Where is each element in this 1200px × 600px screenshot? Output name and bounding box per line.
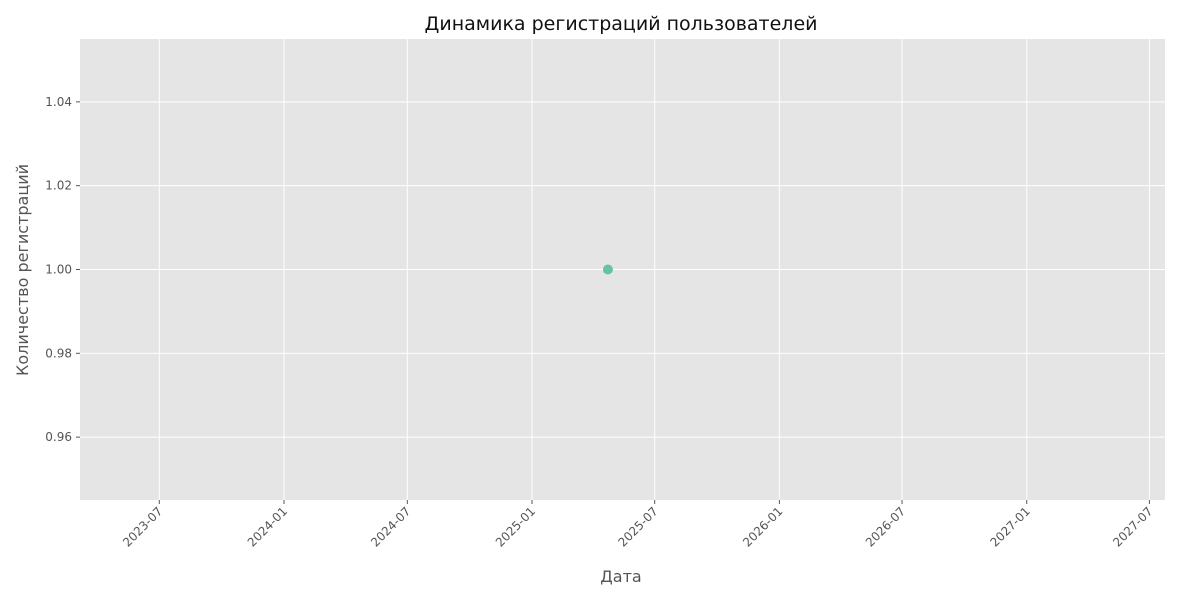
- x-tick-label: 2027-01: [988, 504, 1033, 549]
- x-tick-label: 2026-07: [863, 504, 908, 549]
- x-tick-label: 2026-01: [740, 504, 785, 549]
- x-tick-label: 2027-07: [1110, 504, 1155, 549]
- y-tick-label: 1.04: [45, 95, 72, 109]
- x-tick-label: 2025-01: [493, 504, 538, 549]
- y-axis-label: Количество регистраций: [13, 164, 32, 376]
- x-tick-label: 2024-07: [368, 504, 413, 549]
- x-tick-label: 2024-01: [245, 504, 290, 549]
- grid-lines: [80, 39, 1165, 500]
- x-tick-label: 2025-07: [615, 504, 660, 549]
- y-tick-label: 1.00: [45, 263, 72, 277]
- y-tick-label: 0.96: [45, 430, 72, 444]
- x-axis-ticks: 2023-07 2024-01 2024-07 2025-01 2025-07 2026-…: [120, 500, 1156, 550]
- y-tick-label: 1.02: [45, 179, 72, 193]
- data-points: [602, 264, 613, 275]
- chart-title: Динамика регистраций пользователей: [425, 13, 818, 35]
- x-tick-label: 2023-07: [120, 504, 165, 549]
- y-tick-label: 0.98: [45, 346, 72, 360]
- x-axis-label: Дата: [600, 567, 641, 586]
- data-point: [602, 264, 613, 275]
- y-axis-ticks: 0.96 0.98 1.00 1.02 1.04: [45, 95, 80, 444]
